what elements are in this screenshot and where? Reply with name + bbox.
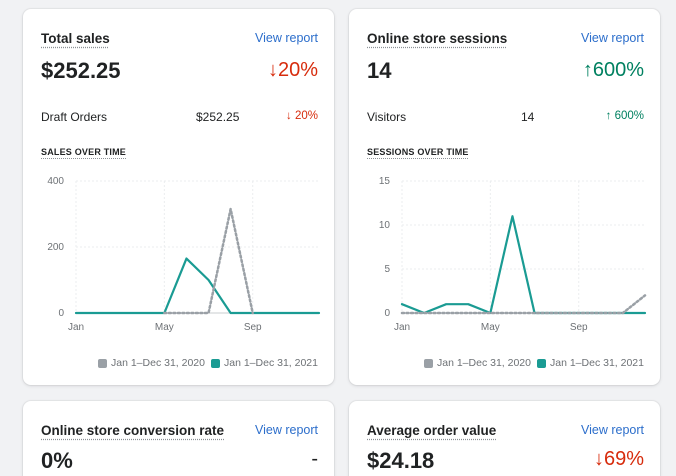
conversion-rate-title: Online store conversion rate <box>41 423 225 438</box>
average-order-value-change: ↓69% <box>593 448 644 470</box>
sales-chart-x-tick-label: Sep <box>244 322 262 333</box>
sales-chart-x-tick-label: Jan <box>68 322 84 333</box>
sales-chart-series-current-line <box>74 257 321 315</box>
sales-chart-legend: Jan 1–Dec 31, 2020 Jan 1–Dec 31, 2021 <box>92 357 318 369</box>
sales-chart-y-tick-label: 0 <box>58 308 64 319</box>
conversion-rate-view-report-link[interactable]: View report <box>255 423 318 437</box>
legend-label-previous: Jan 1–Dec 31, 2020 <box>111 357 205 369</box>
average-order-value-title: Average order value <box>367 423 497 438</box>
conversion-rate-card: Online store conversion rate View report… <box>23 401 334 476</box>
draft-orders-value: $252.25 <box>196 110 240 124</box>
online-store-sessions-value: 14 <box>367 58 392 83</box>
online-store-sessions-title: Online store sessions <box>367 31 508 46</box>
legend-item-current: Jan 1–Dec 31, 2021 <box>537 357 644 369</box>
sessions-chart-series-previous-line <box>400 294 647 315</box>
total-sales-card: Total sales View report $252.25 ↓20% Dra… <box>23 9 334 385</box>
legend-label-previous: Jan 1–Dec 31, 2020 <box>437 357 531 369</box>
draft-orders-change: ↓ 20% <box>286 110 318 122</box>
sales-over-time-chart: 0 200 400 Jan May Sep <box>47 176 321 333</box>
sales-chart-x-tick-label: May <box>155 322 174 333</box>
sales-chart-y-tick-label: 400 <box>47 176 64 187</box>
sessions-chart-x-tick-label: Sep <box>570 322 588 333</box>
legend-swatch-previous <box>98 358 107 368</box>
average-order-value-card: Average order value View report $24.18 ↓… <box>349 401 660 476</box>
sessions-chart-legend: Jan 1–Dec 31, 2020 Jan 1–Dec 31, 2021 <box>418 357 644 369</box>
sessions-chart-x-tick-label: May <box>481 322 500 333</box>
legend-label-current: Jan 1–Dec 31, 2021 <box>224 357 318 369</box>
legend-item-previous: Jan 1–Dec 31, 2020 <box>424 357 531 369</box>
total-sales-title: Total sales <box>41 31 110 46</box>
sessions-chart-y-tick-label: 10 <box>379 220 391 231</box>
online-store-sessions-card: Online store sessions View report 14 ↑60… <box>349 9 660 385</box>
sessions-chart-y-tick-label: 0 <box>384 308 390 319</box>
visitors-change: ↑ 600% <box>605 110 644 122</box>
average-order-value-value: $24.18 <box>367 448 435 473</box>
sales-chart-y-tick-label: 200 <box>47 242 64 253</box>
sessions-chart-y-tick-label: 15 <box>379 176 391 187</box>
total-sales-view-report-link[interactable]: View report <box>255 31 318 45</box>
sessions-chart-y-tick-label: 5 <box>384 264 390 275</box>
sales-chart-series-previous-line <box>163 207 254 315</box>
conversion-rate-value: 0% <box>41 448 73 473</box>
legend-label-current: Jan 1–Dec 31, 2021 <box>550 357 644 369</box>
draft-orders-label: Draft Orders <box>41 110 108 124</box>
sales-over-time-label: SALES OVER TIME <box>41 147 127 157</box>
sessions-over-time-chart: 0 5 10 15 Jan May Sep <box>379 176 647 333</box>
average-order-value-view-report-link[interactable]: View report <box>581 423 644 437</box>
conversion-rate-change: - <box>311 448 318 470</box>
visitors-label: Visitors <box>367 110 407 124</box>
visitors-value: 14 <box>521 110 535 124</box>
online-store-sessions-change: ↑600% <box>582 59 644 81</box>
sessions-chart-x-tick-label: Jan <box>394 322 410 333</box>
online-store-sessions-view-report-link[interactable]: View report <box>581 31 644 45</box>
total-sales-change: ↓20% <box>267 59 318 81</box>
legend-item-previous: Jan 1–Dec 31, 2020 <box>98 357 205 369</box>
sessions-chart-series-current-line <box>400 215 647 315</box>
legend-swatch-current <box>211 358 220 368</box>
legend-swatch-previous <box>424 358 433 368</box>
total-sales-value: $252.25 <box>41 58 121 83</box>
legend-swatch-current <box>537 358 546 368</box>
sessions-over-time-label: SESSIONS OVER TIME <box>367 147 469 157</box>
legend-item-current: Jan 1–Dec 31, 2021 <box>211 357 318 369</box>
